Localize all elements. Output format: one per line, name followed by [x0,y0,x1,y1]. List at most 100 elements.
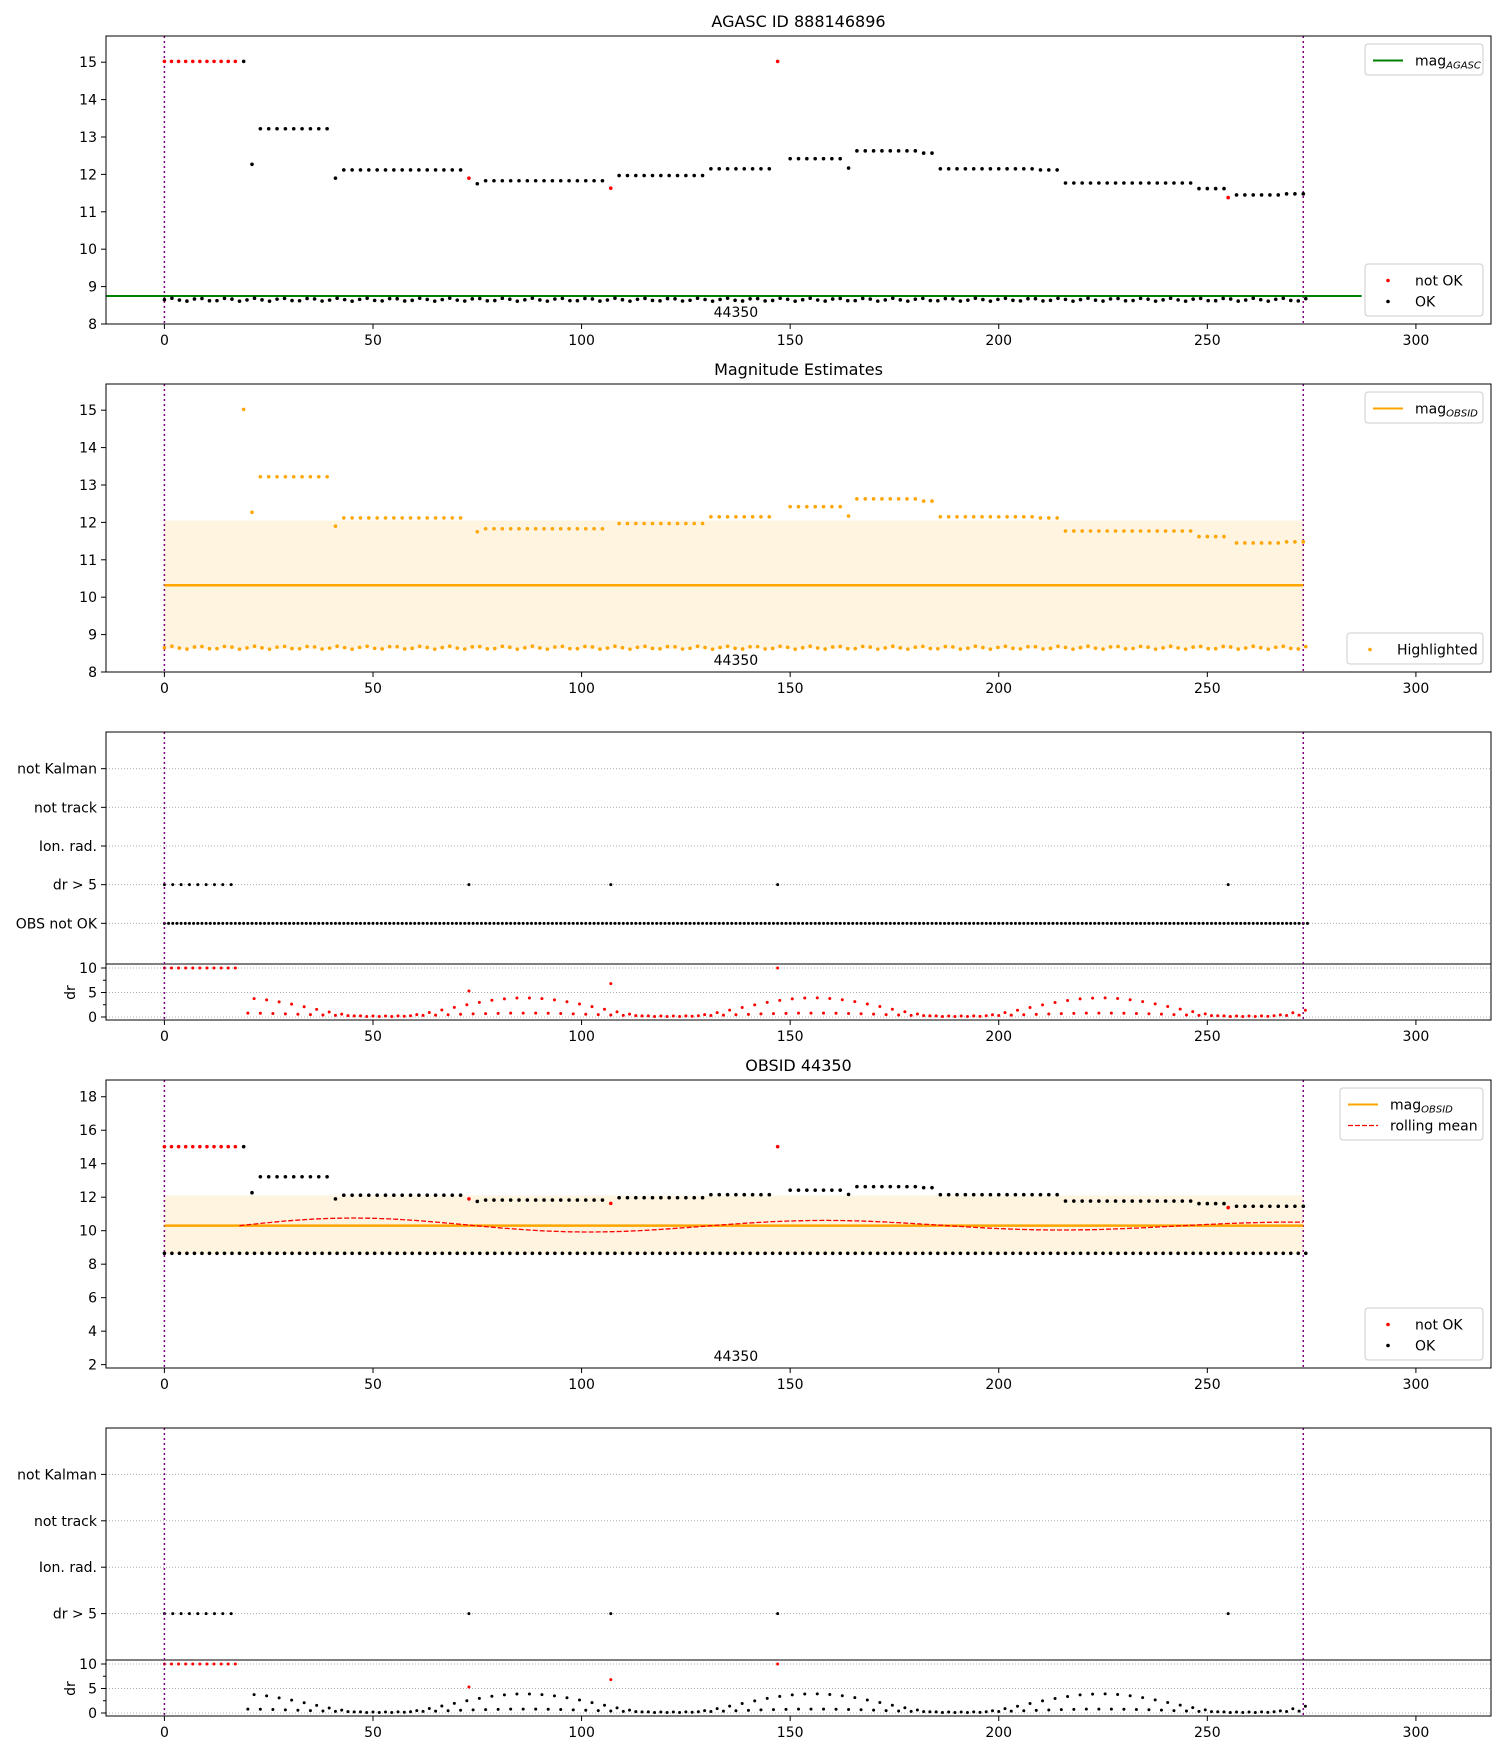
flag-point [454,921,458,925]
dr-point [615,1010,619,1014]
data-point [1153,1251,1158,1256]
dr-point [1159,1012,1163,1016]
data-point [1205,186,1210,191]
data-point [718,1251,722,1256]
data-point [815,646,820,650]
data-point [675,1195,680,1200]
data-point [1055,1192,1059,1197]
x-tick-label: 200 [985,1377,1012,1393]
flag-point [1097,921,1101,925]
data-point [598,1251,602,1256]
data-point [1258,1251,1263,1256]
data-point [1038,168,1043,172]
data-point [530,1251,535,1256]
dr-point [940,1711,944,1715]
data-point [258,474,263,479]
flag-point [688,921,692,925]
data-point [740,1251,745,1256]
data-point [845,298,850,303]
data-point [1097,1199,1101,1203]
data-point [1033,644,1038,649]
data-point [508,1198,513,1202]
data-point [936,1251,940,1256]
dr-point [1122,1011,1126,1015]
data-point [241,1144,246,1149]
data-point [267,647,272,651]
x-tick-label: 0 [160,333,169,349]
dr-point [1303,1008,1307,1012]
dr-point [840,998,844,1002]
data-point [1048,646,1053,651]
flag-point [187,1612,191,1616]
y-tick-label: 15 [79,403,97,419]
flag-point [776,883,780,887]
dr-point [1197,1013,1201,1017]
data-point [176,59,181,64]
data-point [734,514,738,519]
data-point [673,1251,677,1256]
data-point [988,1251,993,1256]
data-point [387,644,392,649]
flag-point [442,921,446,925]
flag-point [354,921,358,925]
data-point [170,644,174,649]
flag-point [358,921,362,925]
dr-point [897,1013,901,1017]
flag-point [1109,921,1113,925]
flag-point [521,921,525,925]
dr-point [1184,1013,1188,1017]
dr-point [659,1014,663,1018]
obsid-label: 44350 [714,305,759,321]
dr-point [778,998,782,1002]
data-point [1018,299,1023,303]
dr-point [1191,1010,1195,1014]
dr-point [653,1711,657,1715]
data-point [988,1192,993,1197]
data-point [980,1192,984,1197]
data-point [709,514,713,519]
data-point [350,299,354,303]
data-point [275,1174,279,1179]
x-tick-label: 0 [160,1377,169,1393]
data-point [598,647,602,651]
data-point [1221,296,1225,301]
flag-point [813,921,817,925]
data-point [896,149,901,153]
flag-point [1018,921,1022,925]
data-point [1206,1251,1210,1256]
data-point [558,526,563,531]
data-point [357,297,362,302]
data-point [308,474,313,479]
data-point [1055,168,1059,172]
flag-point [534,921,538,925]
data-point [1011,646,1015,651]
data-point [380,1251,384,1256]
flag-point [701,921,705,925]
flag-point [425,921,429,925]
flag-point [659,921,663,925]
data-point [305,644,309,649]
x-tick-label: 100 [568,1377,595,1393]
data-point [458,516,463,520]
flag-point [1168,921,1172,925]
data-point [1234,193,1239,197]
dr-point [621,1013,625,1017]
dr-point [1034,1708,1038,1712]
data-point [860,296,865,301]
flag-point [1013,921,1017,925]
data-point [1071,1251,1075,1256]
data-point [888,1184,893,1189]
flag-point [504,921,508,925]
data-point [266,126,271,131]
flag-point [475,921,479,925]
data-point [327,646,332,650]
dr-point [1091,1692,1095,1696]
flag-point [229,921,233,925]
data-point [1078,297,1083,302]
dr-point [840,1694,844,1698]
data-point [207,298,212,303]
flag-point [638,921,642,925]
data-point [1003,296,1008,301]
data-point [233,1144,238,1149]
